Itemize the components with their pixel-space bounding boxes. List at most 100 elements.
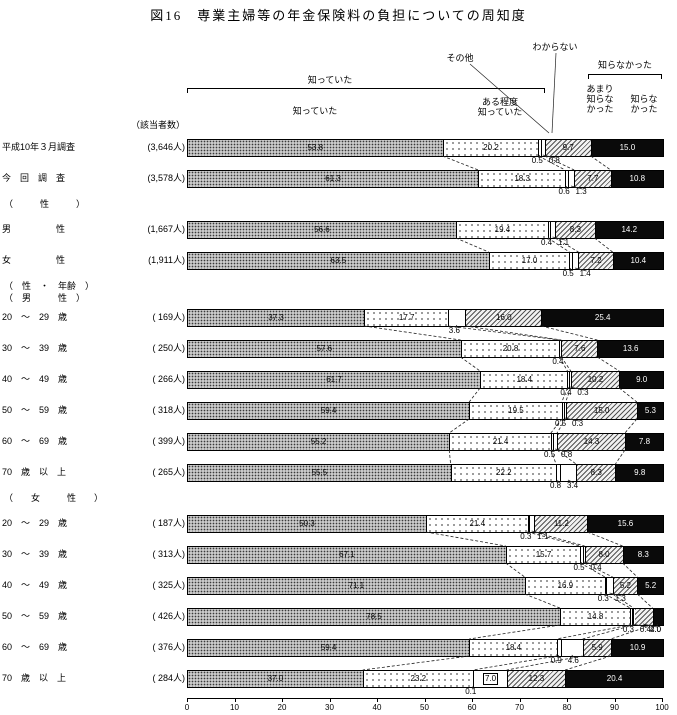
segment-2 [568,372,571,388]
row-label-text: 70 歳 以 上 [2,673,67,683]
segment-0: 57.6 [188,341,462,357]
segment-3 [530,516,536,532]
segment-value: 20.2 [483,143,499,152]
stacked-bar: 53.8 20.2 9.7 15.0 [187,139,664,157]
axis-tick-label: 100 [655,703,669,712]
chart-row: 3.6 20 〜 29 歳 ( 169人) 37.3 17.7 16.0 25.4 [0,306,677,337]
row-label: 平成10年３月調査 (3,646人) [2,139,185,155]
segment-value: 7.8 [638,437,651,446]
row-respondent-count: ( 169人) [152,312,185,322]
segment-0: 71.1 [188,578,526,594]
row-respondent-count: ( 313人) [152,549,185,559]
row-respondent-count: ( 284人) [152,673,185,683]
row-label: 20 〜 29 歳 ( 169人) [2,309,185,325]
segment-value-callout: 1.4 [579,269,591,278]
chart-row: 0.6 1.3 今 回 調 査 (3,578人) 61.3 18.3 7.7 10.8 [0,167,677,198]
row-label-text: 平成10年３月調査 [2,142,76,152]
segment-0: 63.5 [188,253,490,269]
segment-value-callout: 0.3 [577,388,589,397]
segment-value: 23.2 [410,674,427,683]
column-label-not-much: あまり 知らな かった [586,84,614,114]
segment-value: 71.1 [348,581,365,590]
axis-tick [424,698,426,702]
segment-value-callout: 0.5 [554,419,567,428]
segment-4: 5.9 [583,640,612,656]
segment-4: 7.6 [562,341,599,357]
row-label-text: 40 〜 49 歳 [2,374,68,384]
segment-value: 37.0 [267,674,284,683]
segment-5: 20.4 [566,671,663,687]
segment-value-callout: 4.6 [567,656,579,665]
segment-value: 5.2 [619,581,631,590]
segment-5: 7.8 [625,434,663,450]
segment-3 [570,372,572,388]
segment-value-callout: 1.1 [537,532,549,541]
axis-tick-label: 60 [467,703,477,712]
segment-value: 10.2 [587,375,604,384]
segment-value-callout: 0.4 [540,238,553,247]
row-respondent-count: ( 426人) [152,611,185,621]
segment-value: 8.3 [637,550,649,559]
chart-row: 0.3 1.1 20 〜 29 歳 ( 187人) 50.3 21.4 11.2 15.6 [0,512,677,543]
segment-value: 8.3 [569,225,581,234]
segment-2 [539,140,542,156]
segment-1: 19.5 [470,403,563,419]
segment-4: 16.0 [466,310,543,326]
axis-tick [234,698,236,702]
segment-5: 10.8 [611,171,663,187]
bracket-did-not-know-label: 知らなかった [597,60,652,70]
segment-value-callout: 3.4 [566,481,579,490]
segment-4 [634,609,654,625]
segment-value-callout: 0.4 [590,563,602,572]
row-respondent-count: ( 376人) [152,642,185,652]
row-label: 30 〜 39 歳 ( 250人) [2,340,185,356]
row-respondent-count: ( 399人) [152,436,185,446]
segment-value: 17.7 [398,313,415,322]
stacked-bar: 55.2 21.4 14.3 7.8 [187,433,664,451]
segment-value: 67.1 [339,550,355,559]
row-label: 20 〜 29 歳 ( 187人) [2,515,185,531]
segment-value: 7.0 [482,673,499,685]
segment-1: 21.4 [426,516,529,532]
segment-0: 37.0 [188,671,364,687]
row-label: 50 〜 59 歳 ( 426人) [2,608,185,624]
segment-value: 20.8 [502,344,519,353]
segment-4: 8.3 [556,222,596,238]
segment-value: 19.4 [494,225,511,234]
stacked-bar: 37.3 17.7 16.0 25.4 [187,309,664,327]
axis-tick-label: 40 [372,703,382,712]
segment-value: 63.5 [330,256,347,265]
segment-value: 18.4 [505,643,522,652]
column-label-dont-know: わからない [532,42,578,52]
row-label: 50 〜 59 歳 ( 318人) [2,402,185,418]
row-label-text: 男 性 [2,224,66,234]
segment-value: 55.5 [311,468,328,477]
segment-2 [606,578,608,594]
segment-1: 18.3 [479,171,567,187]
segment-value: 12.3 [528,674,545,683]
segment-value: 7.6 [574,344,586,353]
stacked-bar: 71.1 16.9 5.2 5.2 [187,577,664,595]
segment-5: 5.2 [638,578,663,594]
segment-value: 15.0 [593,406,610,415]
row-label: 40 〜 49 歳 ( 266人) [2,371,185,387]
segment-value: 11.2 [553,519,569,528]
row-respondent-count: ( 265人) [152,467,185,477]
row-label: 60 〜 69 歳 ( 399人) [2,433,185,449]
segment-3 [565,403,567,419]
column-label-other: その他 [446,53,474,63]
segment-5: 25.4 [542,310,663,326]
segment-value: 59.4 [320,406,337,415]
group-header: （ 女 性 ） [4,493,104,503]
segment-value: 78.5 [366,612,382,621]
segment-value-callout: 0.5 [573,563,585,572]
row-respondent-count: ( 250人) [152,343,185,353]
segment-value: 8.0 [598,550,610,559]
row-respondent-count: (1,667人) [147,224,185,234]
segment-1: 23.2 [363,671,474,687]
segment-value-callout: 0.5 [531,156,543,165]
chart-row: 0.5 0.3 50 〜 59 歳 ( 318人) 59.4 19.5 15.0 5.3 [0,399,677,430]
row-respondent-count: ( 325人) [152,580,185,590]
row-label: 70 歳 以 上 ( 284人) [2,670,185,686]
segment-value: 17.0 [521,256,538,265]
